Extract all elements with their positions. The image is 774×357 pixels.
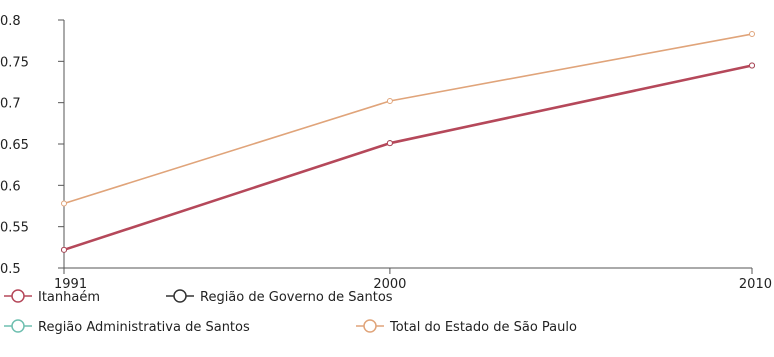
series-line	[63, 33, 753, 205]
data-point	[749, 62, 755, 69]
data-point	[386, 98, 393, 105]
legend-label: Itanhaém	[38, 290, 100, 305]
data-point	[61, 246, 67, 253]
data-point	[386, 140, 393, 147]
y-tick-label: 0.55	[0, 221, 29, 236]
series-line	[63, 64, 753, 251]
legend-label: Região de Governo de Santos	[200, 290, 393, 305]
x-tick-label: 2010	[739, 277, 772, 292]
data-point	[749, 31, 755, 38]
series-line	[63, 64, 753, 252]
x-tick-label: 2000	[373, 277, 406, 292]
y-tick-label: 0.8	[0, 14, 21, 29]
y-axis-ticks: 0.5 0.55 0.6 0.65 0.7 0.75 0.8	[0, 14, 64, 277]
y-tick-label: 0.65	[0, 138, 29, 153]
legend: Itanhaém Região de Governo de Santos Regiã…	[4, 289, 577, 335]
data-point	[61, 200, 67, 207]
x-axis-ticks: 1991 2000 2010	[54, 268, 772, 292]
legend-marker-circle	[11, 289, 25, 303]
legend-marker-circle	[363, 319, 377, 333]
y-tick-label: 0.6	[0, 179, 21, 194]
legend-label: Total do Estado de São Paulo	[389, 320, 577, 335]
series-lines	[61, 31, 755, 253]
y-tick-label: 0.5	[0, 262, 21, 277]
legend-marker-circle	[11, 319, 25, 333]
x-tick-label: 1991	[54, 277, 87, 292]
series-line	[63, 64, 753, 251]
legend-label: Região Administrativa de Santos	[38, 320, 250, 335]
y-tick-label: 0.7	[0, 97, 21, 112]
legend-marker-circle	[173, 289, 187, 303]
y-tick-label: 0.75	[0, 55, 29, 70]
